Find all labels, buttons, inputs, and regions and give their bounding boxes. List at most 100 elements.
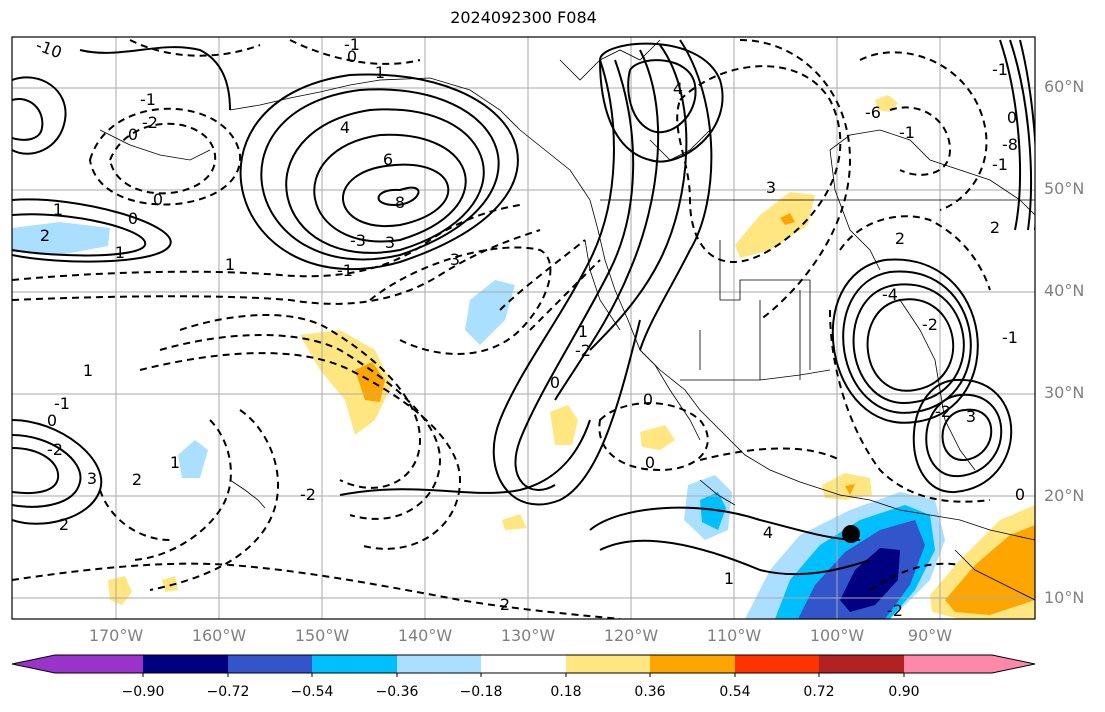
- shade-yellow: [300, 330, 392, 435]
- contour-line-dashed: [829, 309, 991, 503]
- contour-label: 0: [128, 209, 138, 228]
- colorbar-segment: [650, 655, 735, 673]
- contour-label: 4: [340, 118, 350, 137]
- coastlines: [99, 39, 1035, 601]
- contour-line: [79, 46, 231, 111]
- contour-label: -2: [922, 315, 938, 334]
- contour-line: [912, 378, 1013, 494]
- contour-label: 0: [643, 390, 653, 409]
- map-title: 2024092300 F084: [450, 8, 597, 27]
- contour-label: 2: [500, 595, 510, 614]
- contour-line: [999, 39, 1021, 231]
- lat-label: 30°N: [1044, 383, 1085, 402]
- colorbar-tick-label: 0.72: [803, 684, 835, 700]
- shade-yellow: [875, 95, 898, 112]
- contour-line: [1009, 39, 1032, 231]
- contour-line-dashed: [12, 204, 521, 281]
- contour-label: 1: [375, 63, 385, 82]
- contour-line: [285, 108, 485, 254]
- colorbar-segment: [481, 655, 566, 673]
- contour-label: 1: [53, 200, 63, 219]
- contour-label: 2: [132, 470, 142, 489]
- contour-label: -1: [344, 35, 360, 54]
- contour-label: -1: [992, 60, 1008, 79]
- contour-line: [1019, 39, 1035, 230]
- contour-line: [492, 59, 641, 506]
- colorbar-segment: [904, 655, 992, 673]
- contour-label: 0: [153, 190, 163, 209]
- lat-label: 10°N: [1044, 588, 1085, 607]
- contour-label: 0: [128, 125, 138, 144]
- contours: [12, 39, 1035, 576]
- shade-orange: [845, 484, 855, 495]
- contour-line-dashed: [12, 229, 541, 305]
- shade-navy: [840, 548, 900, 612]
- contour-line-dashed: [139, 352, 462, 550]
- shade-yellow: [550, 405, 578, 445]
- contour-line: [554, 49, 660, 401]
- colorbar-tick-label: 0.36: [634, 684, 666, 700]
- colorbar-tick-label: 0.54: [719, 684, 751, 700]
- colorbar-segment: [312, 655, 397, 673]
- contour-line-dashed: [889, 106, 952, 176]
- lon-label: 110°W: [706, 626, 762, 645]
- contour-label: -6: [865, 103, 881, 122]
- lon-label: 120°W: [603, 626, 659, 645]
- contour-label: 1: [225, 255, 235, 274]
- shade-light-blue: [465, 280, 515, 345]
- contour-line: [12, 434, 82, 508]
- contour-line: [12, 198, 172, 263]
- contour-label: 2: [895, 229, 905, 248]
- lat-label: 60°N: [1044, 77, 1085, 96]
- contour-line-dashed: [499, 239, 586, 311]
- contour-line: [260, 88, 500, 261]
- contour-label: 0: [1015, 485, 1025, 504]
- lat-label: 20°N: [1044, 486, 1085, 505]
- contour-line: [377, 186, 420, 207]
- shade-orange: [780, 213, 795, 225]
- contour-line-dashed: [129, 39, 261, 57]
- shade-sky-blue: [700, 492, 726, 530]
- contour-label: -1: [899, 123, 915, 142]
- colorbar-tick-label: −0.72: [206, 684, 250, 700]
- contour-label: -2: [575, 341, 591, 360]
- contour-labels: -10 -1 0 1 -2 0 4 6 8 -3 -1 3 3 0 1 2 1 …: [33, 35, 1025, 620]
- colorbar-right-extension: [992, 655, 1035, 673]
- contour-label: 3: [87, 469, 97, 488]
- contour-label: 3: [766, 178, 776, 197]
- contour-label: -1: [1002, 328, 1018, 347]
- shade-yellow: [640, 425, 675, 450]
- shade-yellow: [735, 192, 815, 258]
- shaded-fields: [12, 95, 1035, 619]
- contour-line: [639, 39, 713, 351]
- contour-line: [12, 447, 60, 495]
- lat-label: 50°N: [1044, 179, 1085, 198]
- colorbar-tick-label: −0.36: [375, 684, 419, 700]
- contour-label: 1: [83, 361, 93, 380]
- contour-label: -1: [140, 90, 156, 109]
- contour-line-dashed: [179, 314, 422, 489]
- contour-label: -8: [1002, 135, 1018, 154]
- lon-label: 160°W: [191, 626, 247, 645]
- contour-line-dashed: [289, 39, 421, 65]
- contour-label: 4: [763, 523, 773, 542]
- contour-line-dashed: [529, 259, 601, 331]
- colorbar-tick-label: 0.18: [550, 684, 582, 700]
- contour-line: [12, 98, 44, 141]
- colorbar-segment: [566, 655, 650, 673]
- contour-line: [866, 298, 955, 392]
- contour-label: -2: [47, 440, 63, 459]
- contour-label: 0: [645, 453, 655, 472]
- lat-label: 40°N: [1044, 281, 1085, 300]
- colorbar-left-extension: [12, 655, 55, 673]
- contour-line: [852, 283, 965, 404]
- contour-line: [239, 73, 519, 270]
- contour-label: 2: [40, 226, 50, 245]
- contour-line-dashed: [129, 419, 232, 561]
- contour-label: 4: [673, 79, 683, 98]
- contour-label: -4: [882, 285, 898, 304]
- contour-line: [313, 133, 467, 243]
- colorbar: [11, 654, 1036, 677]
- contour-line: [12, 76, 67, 155]
- contour-label: 0: [47, 411, 57, 430]
